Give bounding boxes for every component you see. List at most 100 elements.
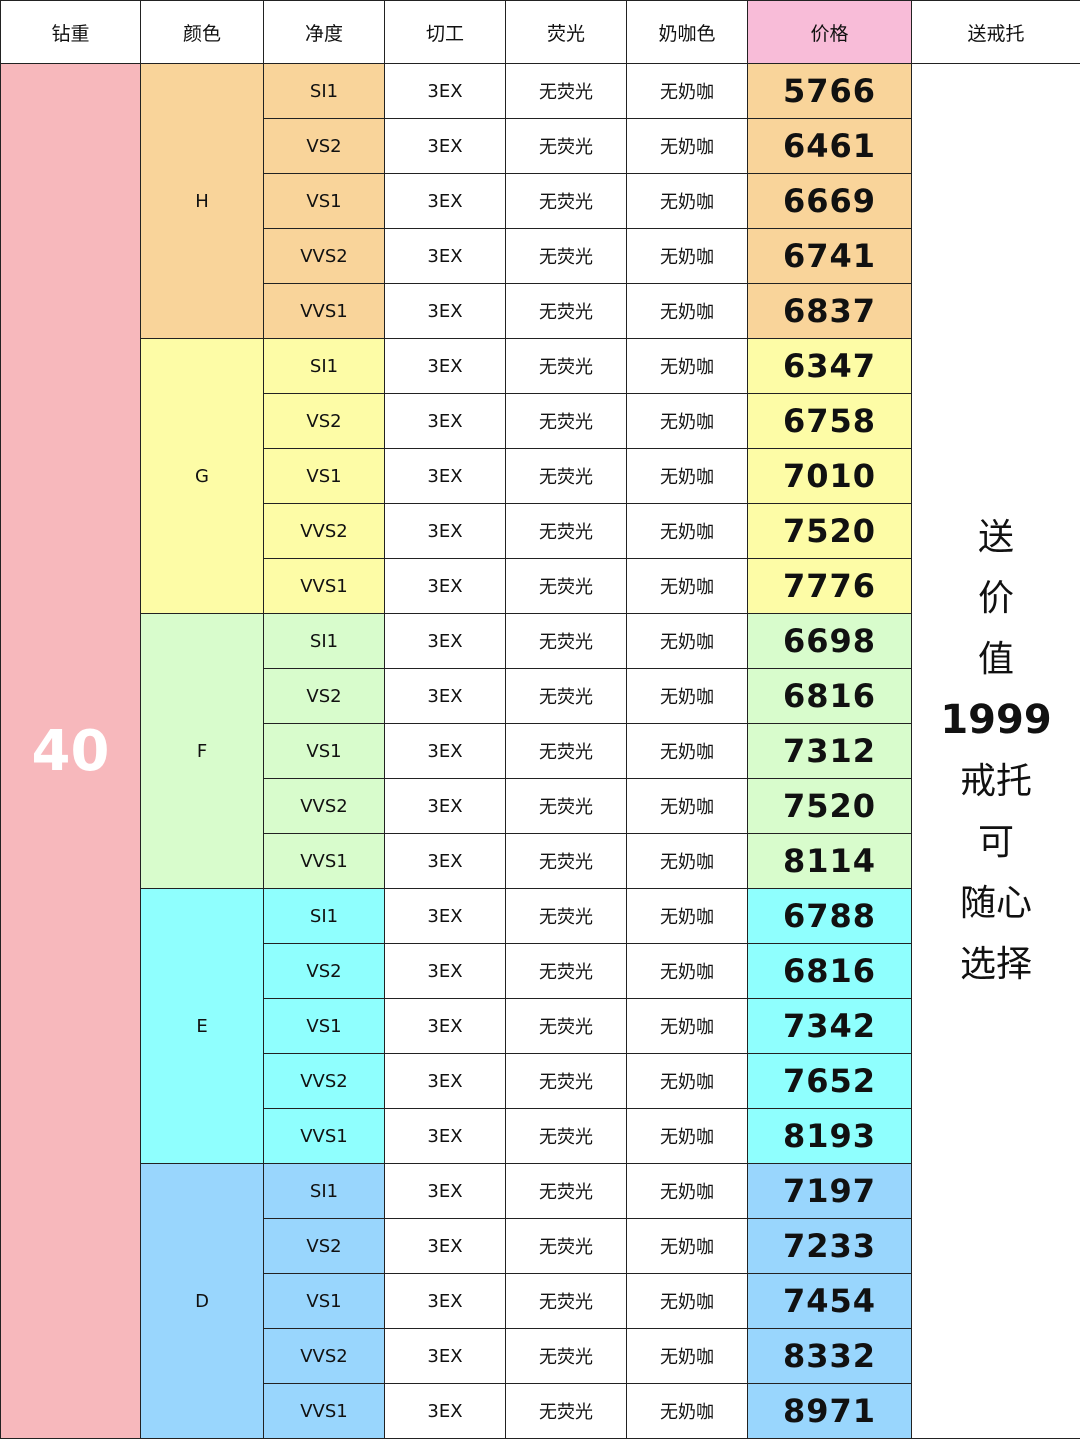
milky-cell: 无奶咖 bbox=[626, 393, 748, 449]
price-cell: 6698 bbox=[747, 613, 912, 669]
price-cell: 7652 bbox=[747, 1053, 912, 1109]
milky-cell: 无奶咖 bbox=[626, 668, 748, 724]
price-cell: 6788 bbox=[747, 888, 912, 944]
header-carat: 钻重 bbox=[0, 0, 141, 64]
price-cell: 8193 bbox=[747, 1108, 912, 1164]
clarity-cell: VVS1 bbox=[263, 1108, 385, 1164]
price-cell: 7233 bbox=[747, 1218, 912, 1274]
price-cell: 6347 bbox=[747, 338, 912, 394]
cut-cell: 3EX bbox=[384, 778, 506, 834]
clarity-cell: SI1 bbox=[263, 63, 385, 119]
milky-cell: 无奶咖 bbox=[626, 613, 748, 669]
cut-cell: 3EX bbox=[384, 283, 506, 339]
milky-cell: 无奶咖 bbox=[626, 888, 748, 944]
table-row: VVS1 3EX 无荧光 无奶咖 6837 bbox=[1, 283, 1080, 339]
gift-text-line: 戒托 bbox=[959, 761, 1032, 802]
price-cell: 7520 bbox=[747, 778, 912, 834]
gift-text-line: 送 bbox=[977, 517, 1014, 558]
header-milky: 奶咖色 bbox=[626, 0, 748, 64]
table-row: 40 H SI1 3EX 无荧光 无奶咖 5766 送价值 1999 戒托可随心 选择 bbox=[0, 63, 1080, 1439]
milky-cell: 无奶咖 bbox=[626, 833, 748, 889]
clarity-cell: SI1 bbox=[263, 338, 385, 394]
gift-text-line: 随心 bbox=[959, 883, 1032, 924]
gift-promo-text: 送价值 1999 戒托可随心 选择 bbox=[913, 507, 1080, 995]
color-grade-cell: H bbox=[140, 63, 264, 339]
milky-cell: 无奶咖 bbox=[626, 558, 748, 614]
clarity-cell: VS2 bbox=[263, 393, 385, 449]
price-cell: 7197 bbox=[747, 1163, 912, 1219]
clarity-cell: SI1 bbox=[263, 613, 385, 669]
fluorescence-cell: 无荧光 bbox=[505, 228, 627, 284]
clarity-cell: VVS2 bbox=[263, 228, 385, 284]
price-cell: 6816 bbox=[747, 943, 912, 999]
table-row: VS2 3EX 无荧光 无奶咖 6816 bbox=[1, 943, 1080, 999]
price-cell: 7312 bbox=[747, 723, 912, 779]
table-row: VS2 3EX 无荧光 无奶咖 7233 bbox=[1, 1218, 1080, 1274]
header-fluorescence: 荧光 bbox=[505, 0, 627, 64]
price-cell: 8332 bbox=[747, 1328, 912, 1384]
table-row: VVS2 3EX 无荧光 无奶咖 7520 bbox=[1, 503, 1080, 559]
fluorescence-cell: 无荧光 bbox=[505, 943, 627, 999]
table-row: VVS1 3EX 无荧光 无奶咖 8971 bbox=[1, 1383, 1080, 1439]
cut-cell: 3EX bbox=[384, 1163, 506, 1219]
fluorescence-cell: 无荧光 bbox=[505, 723, 627, 779]
gift-text-line: 1999 bbox=[940, 697, 1052, 743]
price-cell: 8114 bbox=[747, 833, 912, 889]
cut-cell: 3EX bbox=[384, 503, 506, 559]
table-row: VS1 3EX 无荧光 无奶咖 6669 bbox=[1, 173, 1080, 229]
table-row: VVS1 3EX 无荧光 无奶咖 8114 bbox=[1, 833, 1080, 889]
fluorescence-cell: 无荧光 bbox=[505, 613, 627, 669]
cut-cell: 3EX bbox=[384, 1108, 506, 1164]
table-row: D SI1 3EX 无荧光 无奶咖 7197 bbox=[1, 1163, 1080, 1439]
fluorescence-cell: 无荧光 bbox=[505, 1108, 627, 1164]
price-cell: 7010 bbox=[747, 448, 912, 504]
table-row: VS1 3EX 无荧光 无奶咖 7010 bbox=[1, 448, 1080, 504]
color-grade-cell: D bbox=[140, 1163, 264, 1439]
milky-cell: 无奶咖 bbox=[626, 943, 748, 999]
milky-cell: 无奶咖 bbox=[626, 1218, 748, 1274]
fluorescence-cell: 无荧光 bbox=[505, 1053, 627, 1109]
price-cell: 7342 bbox=[747, 998, 912, 1054]
clarity-cell: VS1 bbox=[263, 173, 385, 229]
cut-cell: 3EX bbox=[384, 1273, 506, 1329]
cut-cell: 3EX bbox=[384, 1218, 506, 1274]
table-row: VS1 3EX 无荧光 无奶咖 7342 bbox=[1, 998, 1080, 1054]
fluorescence-cell: 无荧光 bbox=[505, 63, 627, 119]
cut-cell: 3EX bbox=[384, 558, 506, 614]
milky-cell: 无奶咖 bbox=[626, 173, 748, 229]
cut-cell: 3EX bbox=[384, 613, 506, 669]
clarity-cell: VS1 bbox=[263, 723, 385, 779]
cut-cell: 3EX bbox=[384, 393, 506, 449]
header-color: 颜色 bbox=[140, 0, 264, 64]
milky-cell: 无奶咖 bbox=[626, 283, 748, 339]
milky-cell: 无奶咖 bbox=[626, 448, 748, 504]
color-grade-cell: E bbox=[140, 888, 264, 1164]
table-row: VS1 3EX 无荧光 无奶咖 7454 bbox=[1, 1273, 1080, 1329]
clarity-cell: VVS2 bbox=[263, 503, 385, 559]
milky-cell: 无奶咖 bbox=[626, 778, 748, 834]
table-header-row: 钻重 颜色 净度 切工 荧光 奶咖色 价格 送戒托 bbox=[0, 0, 1080, 64]
clarity-cell: VVS1 bbox=[263, 283, 385, 339]
milky-cell: 无奶咖 bbox=[626, 63, 748, 119]
table-row: F SI1 3EX 无荧光 无奶咖 6698 bbox=[1, 613, 1080, 889]
clarity-cell: VS2 bbox=[263, 668, 385, 724]
gift-text-line: 选择 bbox=[959, 944, 1032, 985]
price-cell: 6816 bbox=[747, 668, 912, 724]
milky-cell: 无奶咖 bbox=[626, 1053, 748, 1109]
cut-cell: 3EX bbox=[384, 668, 506, 724]
table-row: VVS1 3EX 无荧光 无奶咖 8193 bbox=[1, 1108, 1080, 1164]
fluorescence-cell: 无荧光 bbox=[505, 833, 627, 889]
clarity-cell: VS1 bbox=[263, 448, 385, 504]
fluorescence-cell: 无荧光 bbox=[505, 1328, 627, 1384]
milky-cell: 无奶咖 bbox=[626, 998, 748, 1054]
price-cell: 7454 bbox=[747, 1273, 912, 1329]
clarity-cell: SI1 bbox=[263, 888, 385, 944]
clarity-cell: VVS2 bbox=[263, 1328, 385, 1384]
fluorescence-cell: 无荧光 bbox=[505, 1273, 627, 1329]
cut-cell: 3EX bbox=[384, 943, 506, 999]
milky-cell: 无奶咖 bbox=[626, 1328, 748, 1384]
fluorescence-cell: 无荧光 bbox=[505, 778, 627, 834]
gift-ring-setting-cell: 送价值 1999 戒托可随心 选择 bbox=[911, 63, 1080, 1439]
cut-cell: 3EX bbox=[384, 1383, 506, 1439]
